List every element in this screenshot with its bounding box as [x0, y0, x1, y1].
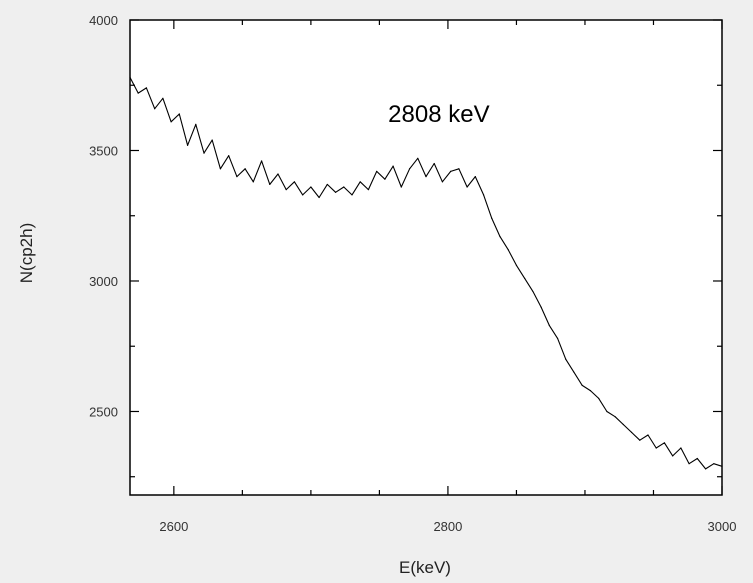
data-point — [639, 439, 641, 441]
data-point — [696, 457, 698, 460]
data-point — [441, 181, 444, 183]
data-point — [228, 155, 230, 157]
data-point — [359, 181, 361, 183]
data-point — [293, 181, 296, 183]
data-point — [244, 168, 246, 170]
data-point — [277, 173, 279, 175]
data-point — [450, 170, 452, 172]
data-point — [285, 189, 287, 191]
data-point — [260, 160, 263, 162]
peak-annotation: 2808 keV — [388, 101, 489, 128]
data-point — [663, 442, 666, 444]
data-point — [548, 324, 550, 326]
data-point — [507, 249, 509, 251]
data-point — [688, 463, 690, 465]
data-point — [302, 194, 304, 196]
data-point — [269, 183, 271, 186]
data-point — [721, 465, 723, 467]
data-point — [581, 384, 583, 386]
data-point — [647, 434, 649, 436]
data-point — [154, 108, 156, 110]
data-point — [376, 170, 378, 172]
data-point — [524, 277, 526, 279]
y-axis-label: N(cp2h) — [17, 223, 36, 283]
x-tick-label: 2600 — [159, 519, 188, 534]
data-point — [351, 194, 353, 196]
data-point — [499, 236, 501, 238]
data-point — [417, 157, 419, 159]
y-tick-label: 3000 — [89, 274, 118, 289]
data-point — [367, 189, 370, 191]
data-point — [491, 217, 493, 219]
data-point — [515, 264, 518, 266]
data-point — [252, 181, 254, 183]
data-point — [614, 416, 616, 418]
data-point — [713, 463, 715, 465]
axis-tick-labels: 2600 2800 3000 2500 3000 3500 4000 — [89, 13, 736, 534]
series-group — [129, 76, 723, 470]
data-point — [622, 423, 624, 426]
data-point — [433, 162, 435, 165]
data-point — [318, 196, 320, 199]
plot-frame — [129, 19, 723, 496]
data-point — [408, 168, 411, 170]
data-point — [630, 431, 633, 433]
data-point — [219, 168, 222, 170]
data-point — [589, 390, 592, 392]
data-point — [672, 455, 674, 457]
data-point — [556, 337, 559, 340]
data-point — [326, 183, 328, 186]
data-point — [392, 165, 394, 167]
annotations-group: 2808 keV — [388, 101, 489, 128]
data-point — [400, 186, 402, 188]
data-point — [310, 186, 312, 188]
data-point — [334, 191, 337, 193]
data-point — [384, 178, 386, 180]
data-point — [482, 194, 485, 196]
data-point — [129, 76, 131, 79]
data-point — [565, 358, 567, 360]
data-point — [236, 175, 238, 178]
data-point — [343, 186, 345, 188]
data-point — [573, 371, 575, 373]
axis-ticks — [130, 19, 723, 495]
data-point — [186, 144, 189, 146]
data-point — [211, 139, 213, 141]
plot-area — [129, 19, 723, 496]
data-point — [137, 92, 139, 94]
data-point — [203, 152, 205, 154]
data-point — [178, 113, 180, 115]
data-point — [195, 123, 197, 125]
data-point — [466, 186, 468, 188]
data-point — [704, 468, 707, 470]
data-point — [425, 175, 427, 178]
data-point — [458, 168, 460, 170]
data-point — [680, 447, 682, 449]
data-point — [532, 290, 534, 293]
data-point — [170, 121, 172, 123]
data-point — [162, 97, 164, 99]
y-tick-label: 4000 — [89, 13, 118, 28]
data-point — [145, 87, 148, 89]
x-axis-label: E(keV) — [399, 558, 451, 577]
data-point — [606, 410, 608, 413]
y-tick-label: 3500 — [89, 143, 118, 158]
x-tick-label: 3000 — [708, 519, 737, 534]
data-point — [474, 175, 476, 178]
data-point — [598, 397, 600, 400]
y-tick-label: 2500 — [89, 404, 118, 419]
data-point — [655, 447, 657, 449]
data-point — [540, 306, 542, 308]
x-tick-label: 2800 — [433, 519, 462, 534]
